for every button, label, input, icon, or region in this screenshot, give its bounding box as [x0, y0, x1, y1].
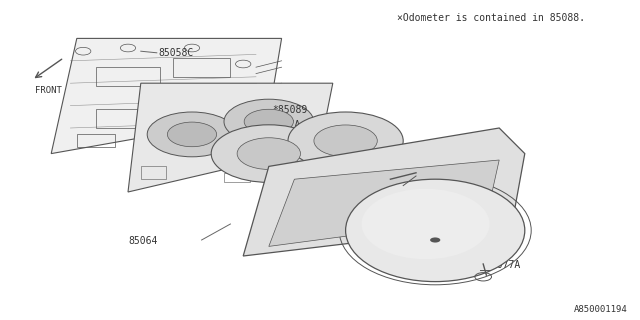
Circle shape — [288, 112, 403, 170]
Circle shape — [244, 109, 293, 134]
Ellipse shape — [362, 189, 490, 259]
Bar — [230, 83, 256, 96]
Text: 85030: 85030 — [383, 157, 412, 168]
Text: FRONT: FRONT — [35, 86, 62, 95]
Bar — [173, 58, 230, 77]
Text: 85075B: 85075B — [485, 221, 520, 232]
Circle shape — [168, 122, 216, 147]
Text: 85077A: 85077A — [485, 260, 520, 270]
Bar — [77, 134, 115, 147]
Polygon shape — [128, 83, 333, 192]
Bar — [96, 67, 160, 86]
Bar — [166, 102, 211, 122]
Text: 85067A: 85067A — [266, 120, 301, 130]
Circle shape — [211, 125, 326, 182]
Polygon shape — [269, 160, 499, 246]
Circle shape — [237, 138, 301, 170]
Text: 85064: 85064 — [128, 236, 157, 246]
Text: 85057: 85057 — [440, 196, 470, 206]
Bar — [141, 166, 166, 179]
Text: *85089: *85089 — [272, 105, 307, 116]
Bar — [96, 109, 147, 128]
Circle shape — [224, 99, 314, 144]
Text: A850001194: A850001194 — [573, 305, 627, 314]
Bar — [224, 173, 250, 182]
Text: 85070B: 85070B — [424, 180, 460, 190]
Polygon shape — [243, 128, 525, 256]
Circle shape — [147, 112, 237, 157]
Ellipse shape — [346, 179, 525, 282]
Text: ×Odometer is contained in 85088.: ×Odometer is contained in 85088. — [397, 13, 585, 23]
Text: 85058C: 85058C — [159, 48, 194, 58]
Bar — [192, 131, 224, 141]
Polygon shape — [51, 38, 282, 154]
Circle shape — [430, 237, 440, 243]
Circle shape — [314, 125, 378, 157]
